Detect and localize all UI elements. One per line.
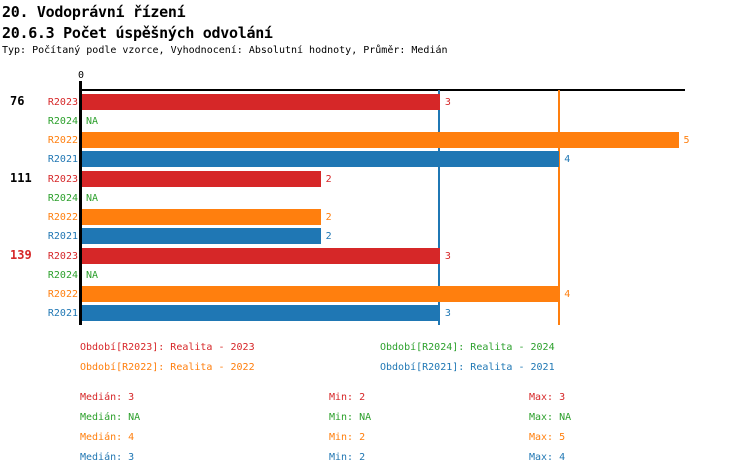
stat-cell-R2024-1: Min: NA — [329, 412, 372, 423]
row-label-R2023: R2023 — [47, 251, 78, 262]
reference-line-median-R2022 — [557, 90, 560, 325]
row-label-R2024: R2024 — [47, 193, 78, 204]
bar-R2022-group-139 — [82, 286, 560, 302]
bar-R2022-group-76 — [82, 132, 679, 148]
row-label-R2023: R2023 — [47, 174, 78, 185]
legend-item-R2024: Období[R2024]: Realita - 2024 — [380, 342, 555, 353]
bar-value-label-R2023: 2 — [325, 174, 332, 185]
bar-value-label-R2021: 4 — [564, 154, 571, 165]
group-label-111: 111 — [10, 171, 32, 185]
bar-R2021-group-111 — [82, 228, 321, 244]
row-label-R2022: R2022 — [47, 289, 78, 300]
group-label-76: 76 — [10, 94, 25, 108]
bar-value-na-R2024: NA — [86, 116, 99, 127]
chart-title: 20.6.3 Počet úspěšných odvolání — [2, 24, 273, 42]
row-label-R2024: R2024 — [47, 116, 78, 127]
row-label-R2024: R2024 — [47, 270, 78, 281]
row-label-R2022: R2022 — [47, 212, 78, 223]
legend-item-R2022: Období[R2022]: Realita - 2022 — [80, 362, 255, 373]
row-label-R2021: R2021 — [47, 308, 78, 319]
stat-cell-R2023-2: Max: 3 — [529, 392, 566, 403]
group-label-139: 139 — [10, 248, 32, 262]
bar-value-label-R2021: 2 — [325, 231, 332, 242]
bar-value-label-R2021: 3 — [444, 308, 451, 319]
stat-cell-R2023-1: Min: 2 — [329, 392, 366, 403]
bar-value-label-R2023: 3 — [444, 97, 451, 108]
stat-cell-R2022-2: Max: 5 — [529, 432, 566, 443]
stat-cell-R2021-2: Max: 4 — [529, 452, 566, 463]
bar-value-na-R2024: NA — [86, 270, 99, 281]
legend-item-R2023: Období[R2023]: Realita - 2023 — [80, 342, 255, 353]
stat-cell-R2021-1: Min: 2 — [329, 452, 366, 463]
stat-cell-R2023-0: Medián: 3 — [80, 392, 135, 403]
bar-R2021-group-76 — [82, 151, 560, 167]
x-axis-zero-tick-label: 0 — [77, 70, 85, 81]
legend-item-R2021: Období[R2021]: Realita - 2021 — [380, 362, 555, 373]
report-title: 20. Vodoprávní řízení — [2, 3, 186, 21]
bar-value-label-R2022: 4 — [564, 289, 571, 300]
stat-cell-R2021-0: Medián: 3 — [80, 452, 135, 463]
bar-value-label-R2023: 3 — [444, 251, 451, 262]
row-label-R2021: R2021 — [47, 154, 78, 165]
stat-cell-R2024-2: Max: NA — [529, 412, 572, 423]
reference-line-median-R2021 — [438, 90, 441, 325]
bar-value-label-R2022: 2 — [325, 212, 332, 223]
bar-R2023-group-139 — [82, 248, 440, 264]
row-label-R2022: R2022 — [47, 135, 78, 146]
row-label-R2023: R2023 — [47, 97, 78, 108]
bar-R2023-group-111 — [82, 171, 321, 187]
bar-R2022-group-111 — [82, 209, 321, 225]
stat-cell-R2022-1: Min: 2 — [329, 432, 366, 443]
x-axis-line — [80, 89, 685, 91]
bar-R2023-group-76 — [82, 94, 440, 110]
stat-cell-R2022-0: Medián: 4 — [80, 432, 135, 443]
chart-meta: Typ: Počítaný podle vzorce, Vyhodnocení:… — [2, 45, 448, 56]
bar-R2021-group-139 — [82, 305, 440, 321]
bar-value-label-R2022: 5 — [683, 135, 690, 146]
row-label-R2021: R2021 — [47, 231, 78, 242]
bar-value-na-R2024: NA — [86, 193, 99, 204]
stat-cell-R2024-0: Medián: NA — [80, 412, 141, 423]
y-axis-line — [79, 81, 82, 325]
